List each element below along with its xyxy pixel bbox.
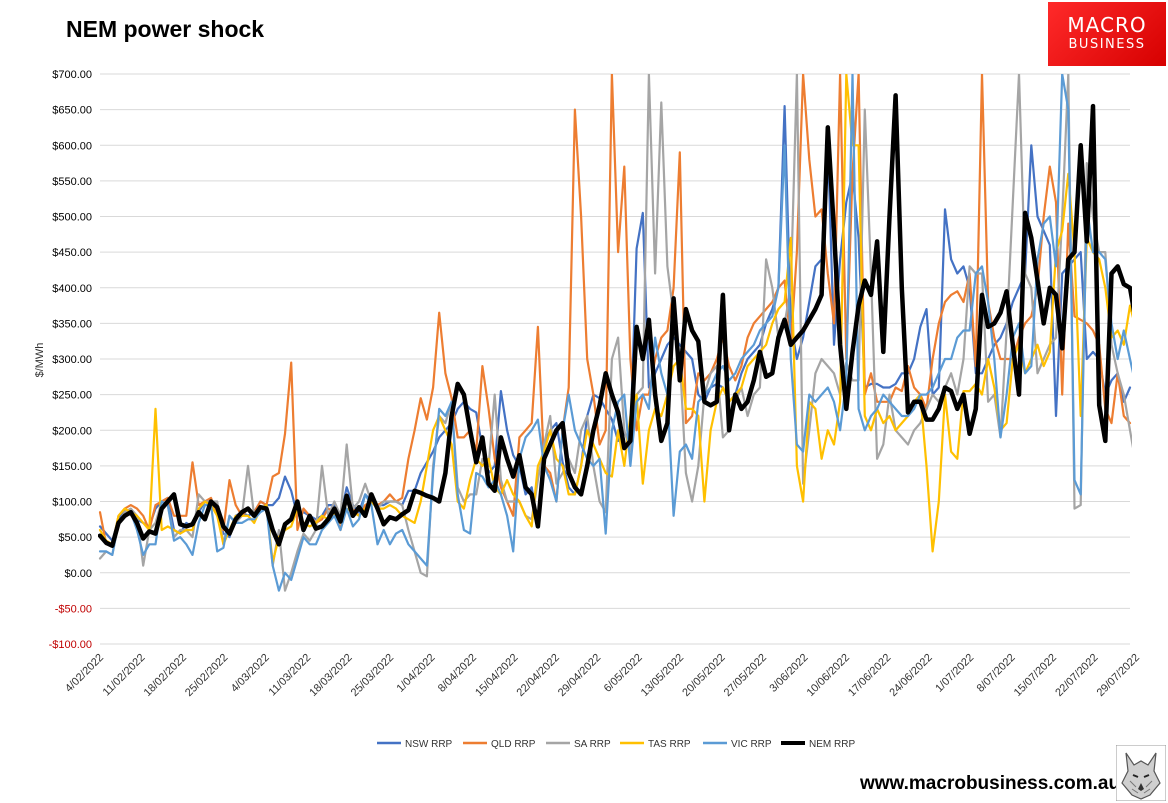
legend-label: SA RRP xyxy=(574,739,611,750)
x-axis-ticks: 4/02/202211/02/202218/02/202225/02/20224… xyxy=(63,652,1142,699)
y-tick-label: $500.00 xyxy=(52,212,92,224)
series-line-vic-rrp xyxy=(98,74,1132,592)
y-tick-label: $600.00 xyxy=(52,140,92,152)
y-tick-label: -$100.00 xyxy=(49,639,92,651)
x-tick-label: 22/07/2022 xyxy=(1053,652,1100,699)
x-tick-label: 11/02/2022 xyxy=(101,652,148,699)
legend-label: NSW RRP xyxy=(405,739,453,750)
y-tick-label: $200.00 xyxy=(52,425,92,437)
legend-label: VIC RRP xyxy=(731,739,772,750)
x-tick-label: 8/04/2022 xyxy=(436,652,479,695)
x-tick-label: 3/06/2022 xyxy=(767,652,810,695)
series-line-qld-rrp xyxy=(98,74,1132,546)
x-tick-label: 25/03/2022 xyxy=(349,652,396,699)
y-tick-label: $450.00 xyxy=(52,247,92,259)
x-tick-label: 4/03/2022 xyxy=(229,652,272,695)
legend-label: QLD RRP xyxy=(491,739,536,750)
y-tick-label: $700.00 xyxy=(52,69,92,81)
y-tick-label: $50.00 xyxy=(58,532,92,544)
y-tick-label: $250.00 xyxy=(52,390,92,402)
x-tick-label: 24/06/2022 xyxy=(887,652,934,699)
wolf-mascot-icon xyxy=(1116,745,1166,801)
x-tick-label: 10/06/2022 xyxy=(805,652,852,699)
x-tick-label: 8/07/2022 xyxy=(975,652,1018,695)
x-tick-label: 6/05/2022 xyxy=(602,652,645,695)
y-tick-label: $400.00 xyxy=(52,283,92,295)
macrobusiness-logo: MACRO BUSINESS xyxy=(1048,2,1166,66)
x-tick-label: 13/05/2022 xyxy=(639,652,686,699)
x-tick-label: 27/05/2022 xyxy=(722,652,769,699)
x-tick-label: 15/07/2022 xyxy=(1012,652,1059,699)
series-lines xyxy=(98,74,1132,592)
x-tick-label: 1/04/2022 xyxy=(395,652,438,695)
x-tick-label: 1/07/2022 xyxy=(933,652,976,695)
series-line-nsw-rrp xyxy=(98,104,1132,542)
y-tick-label: $550.00 xyxy=(52,176,92,188)
y-axis-label: $/MWh xyxy=(34,343,46,378)
y-axis-ticks: -$100.00 -$50.00 $0.00 $50.00 $100.00 $150.00… xyxy=(49,69,92,651)
footer-url: www.macrobusiness.com.au xyxy=(860,773,1121,794)
x-tick-label: 4/02/2022 xyxy=(63,652,106,695)
x-tick-label: 29/04/2022 xyxy=(556,652,603,699)
series-line-nem-rrp xyxy=(98,93,1132,548)
x-tick-label: 25/02/2022 xyxy=(183,652,230,699)
y-tick-label: $0.00 xyxy=(64,568,92,580)
x-tick-label: 15/04/2022 xyxy=(473,652,520,699)
logo-line-macro: MACRO xyxy=(1067,13,1147,37)
legend-label: NEM RRP xyxy=(809,739,855,750)
x-tick-label: 11/03/2022 xyxy=(266,652,313,699)
y-tick-label: $350.00 xyxy=(52,318,92,330)
legend-label: TAS RRP xyxy=(648,739,691,750)
x-tick-label: 20/05/2022 xyxy=(680,652,727,699)
legend: NSW RRP QLD RRP SA RRP TAS RRP VIC RRP NEM RR… xyxy=(377,739,855,750)
x-tick-label: 29/07/2022 xyxy=(1095,652,1142,699)
logo-line-business: BUSINESS xyxy=(1068,37,1146,52)
x-tick-label: 18/02/2022 xyxy=(142,652,189,699)
y-tick-label: -$50.00 xyxy=(55,603,92,615)
y-tick-label: $150.00 xyxy=(52,461,92,473)
chart-title: NEM power shock xyxy=(66,16,265,42)
y-tick-label: $650.00 xyxy=(52,105,92,117)
y-tick-label: $300.00 xyxy=(52,354,92,366)
x-tick-label: 17/06/2022 xyxy=(846,652,893,699)
x-tick-label: 18/03/2022 xyxy=(307,652,354,699)
y-tick-label: $100.00 xyxy=(52,497,92,509)
x-tick-label: 22/04/2022 xyxy=(515,652,562,699)
